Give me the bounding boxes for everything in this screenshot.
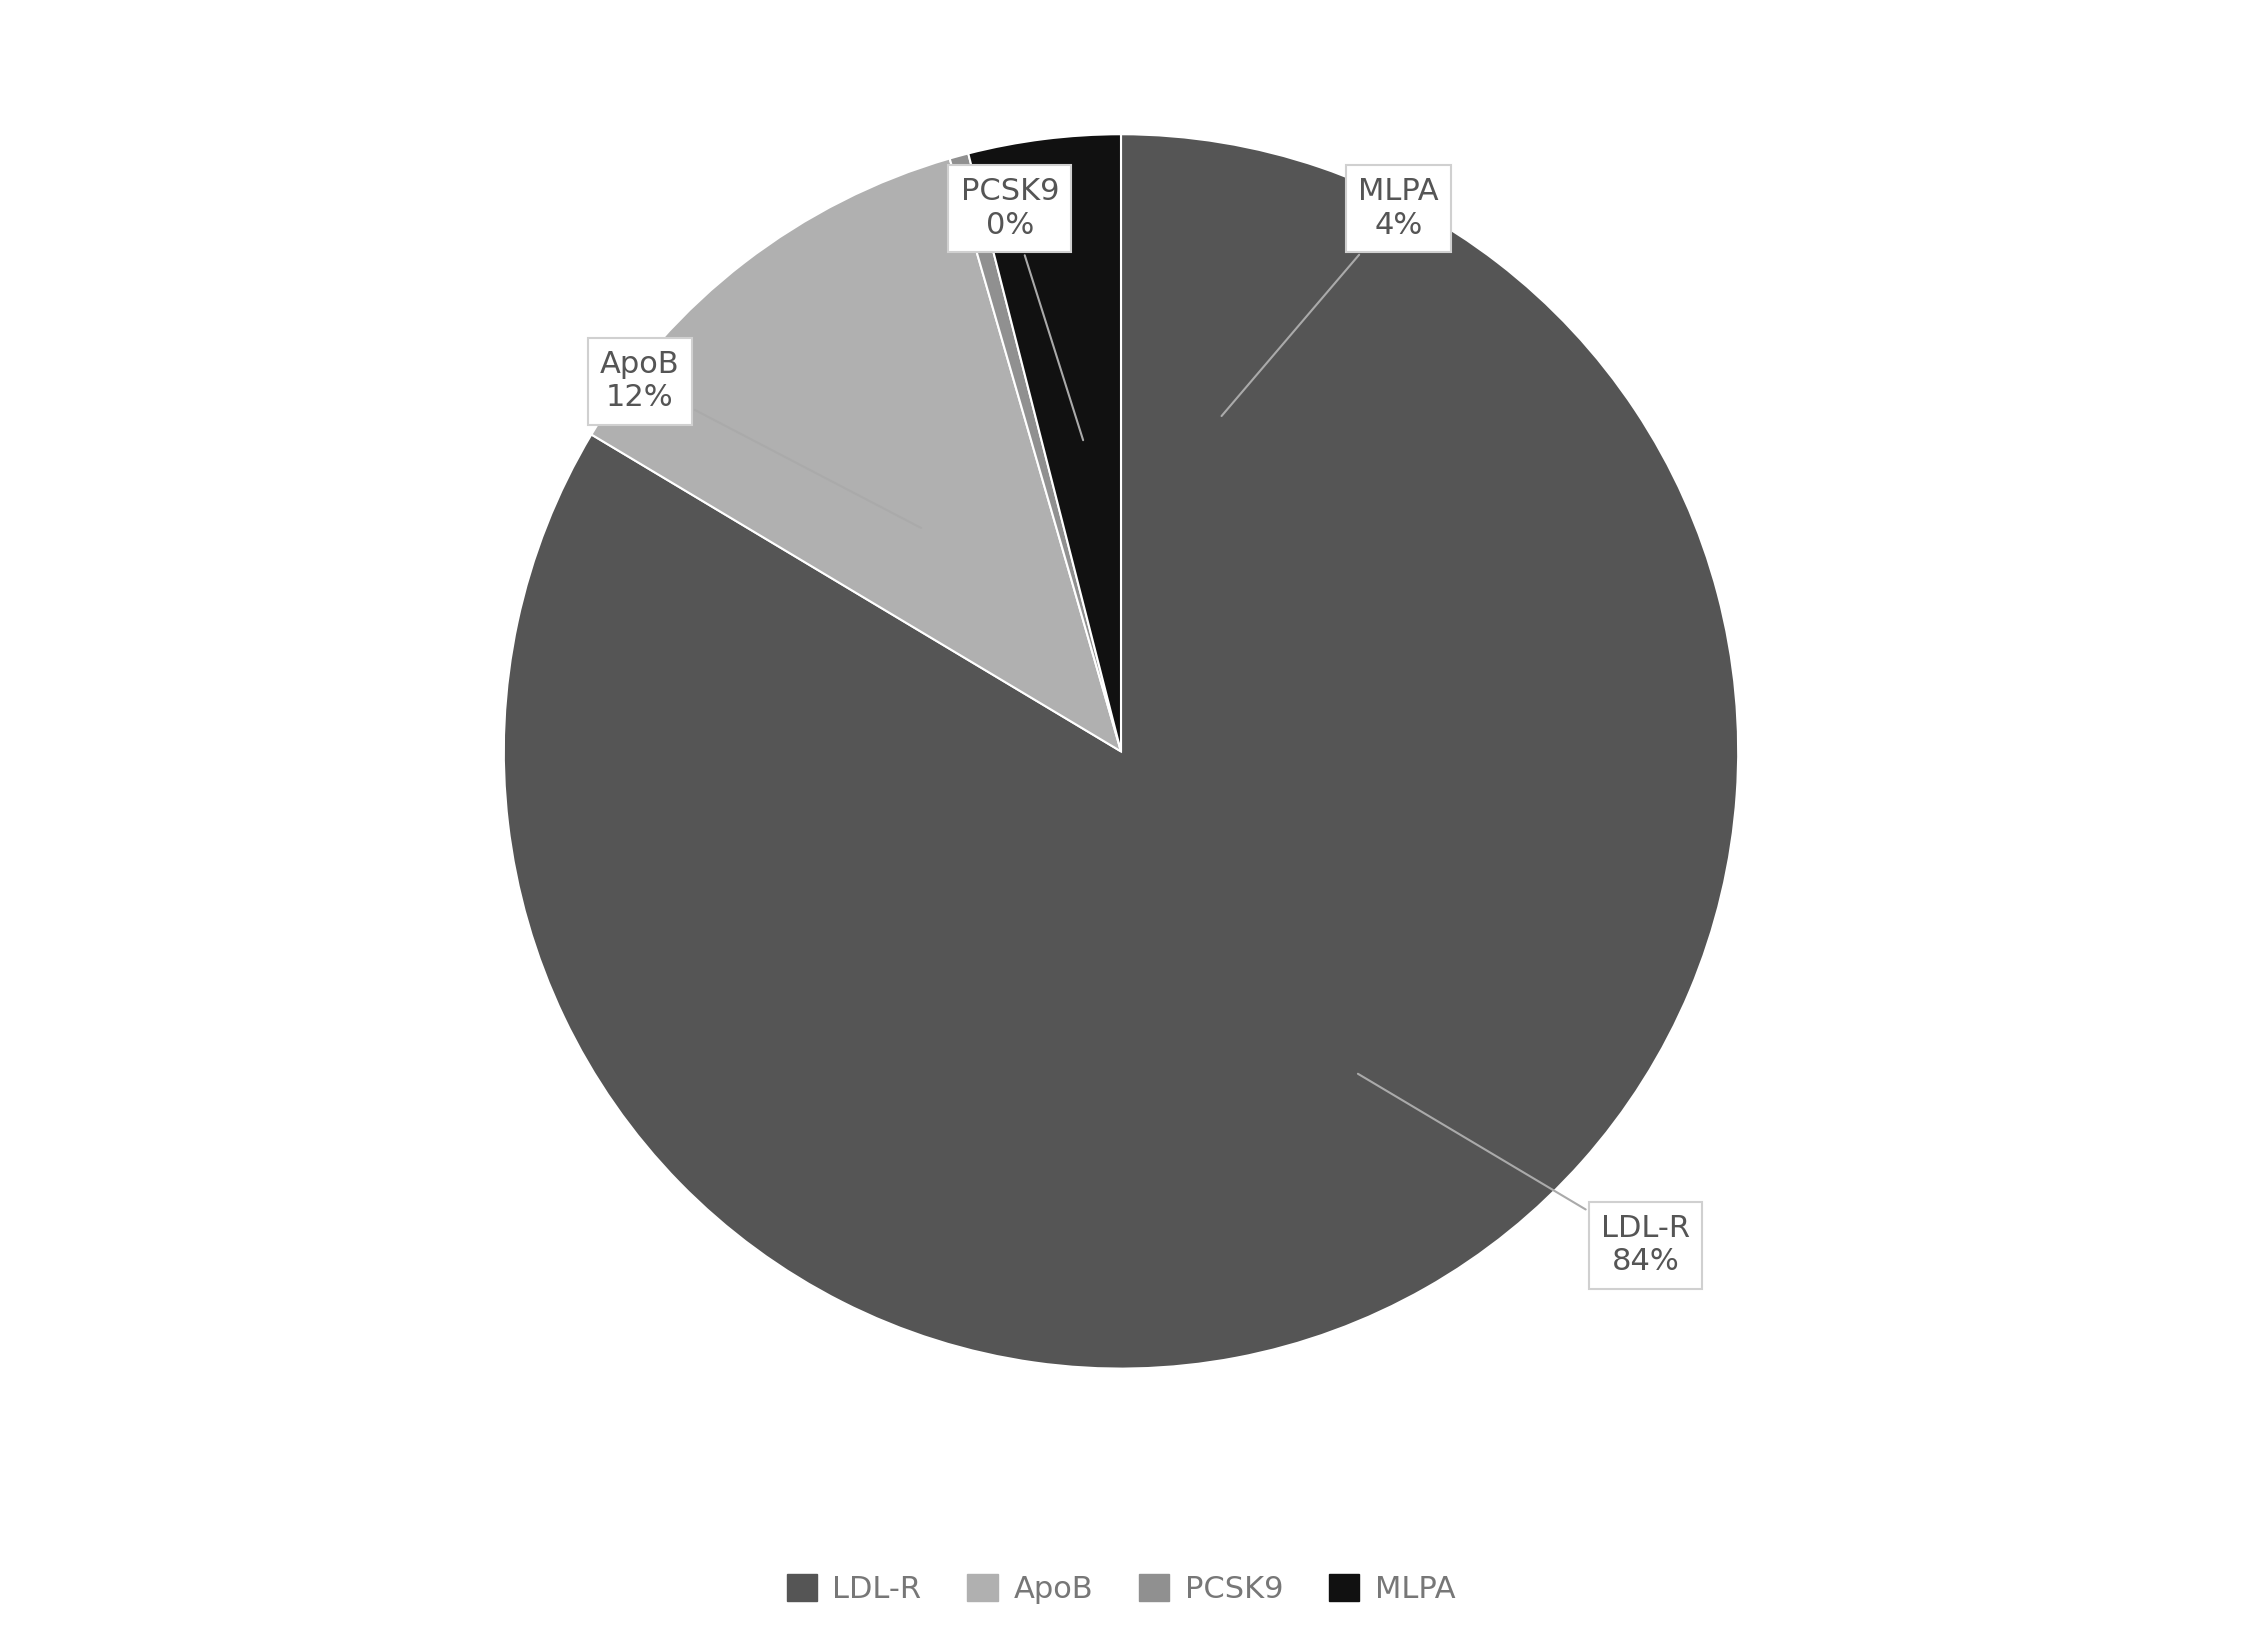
Wedge shape [969,134,1121,751]
Legend: LDL-R, ApoB, PCSK9, MLPA: LDL-R, ApoB, PCSK9, MLPA [773,1562,1469,1616]
Text: ApoB
12%: ApoB 12% [601,349,921,528]
Text: LDL-R
84%: LDL-R 84% [1359,1074,1690,1277]
Wedge shape [951,154,1121,751]
Text: PCSK9
0%: PCSK9 0% [960,177,1083,441]
Text: MLPA
4%: MLPA 4% [1222,177,1439,416]
Wedge shape [504,134,1738,1369]
Wedge shape [592,159,1121,751]
